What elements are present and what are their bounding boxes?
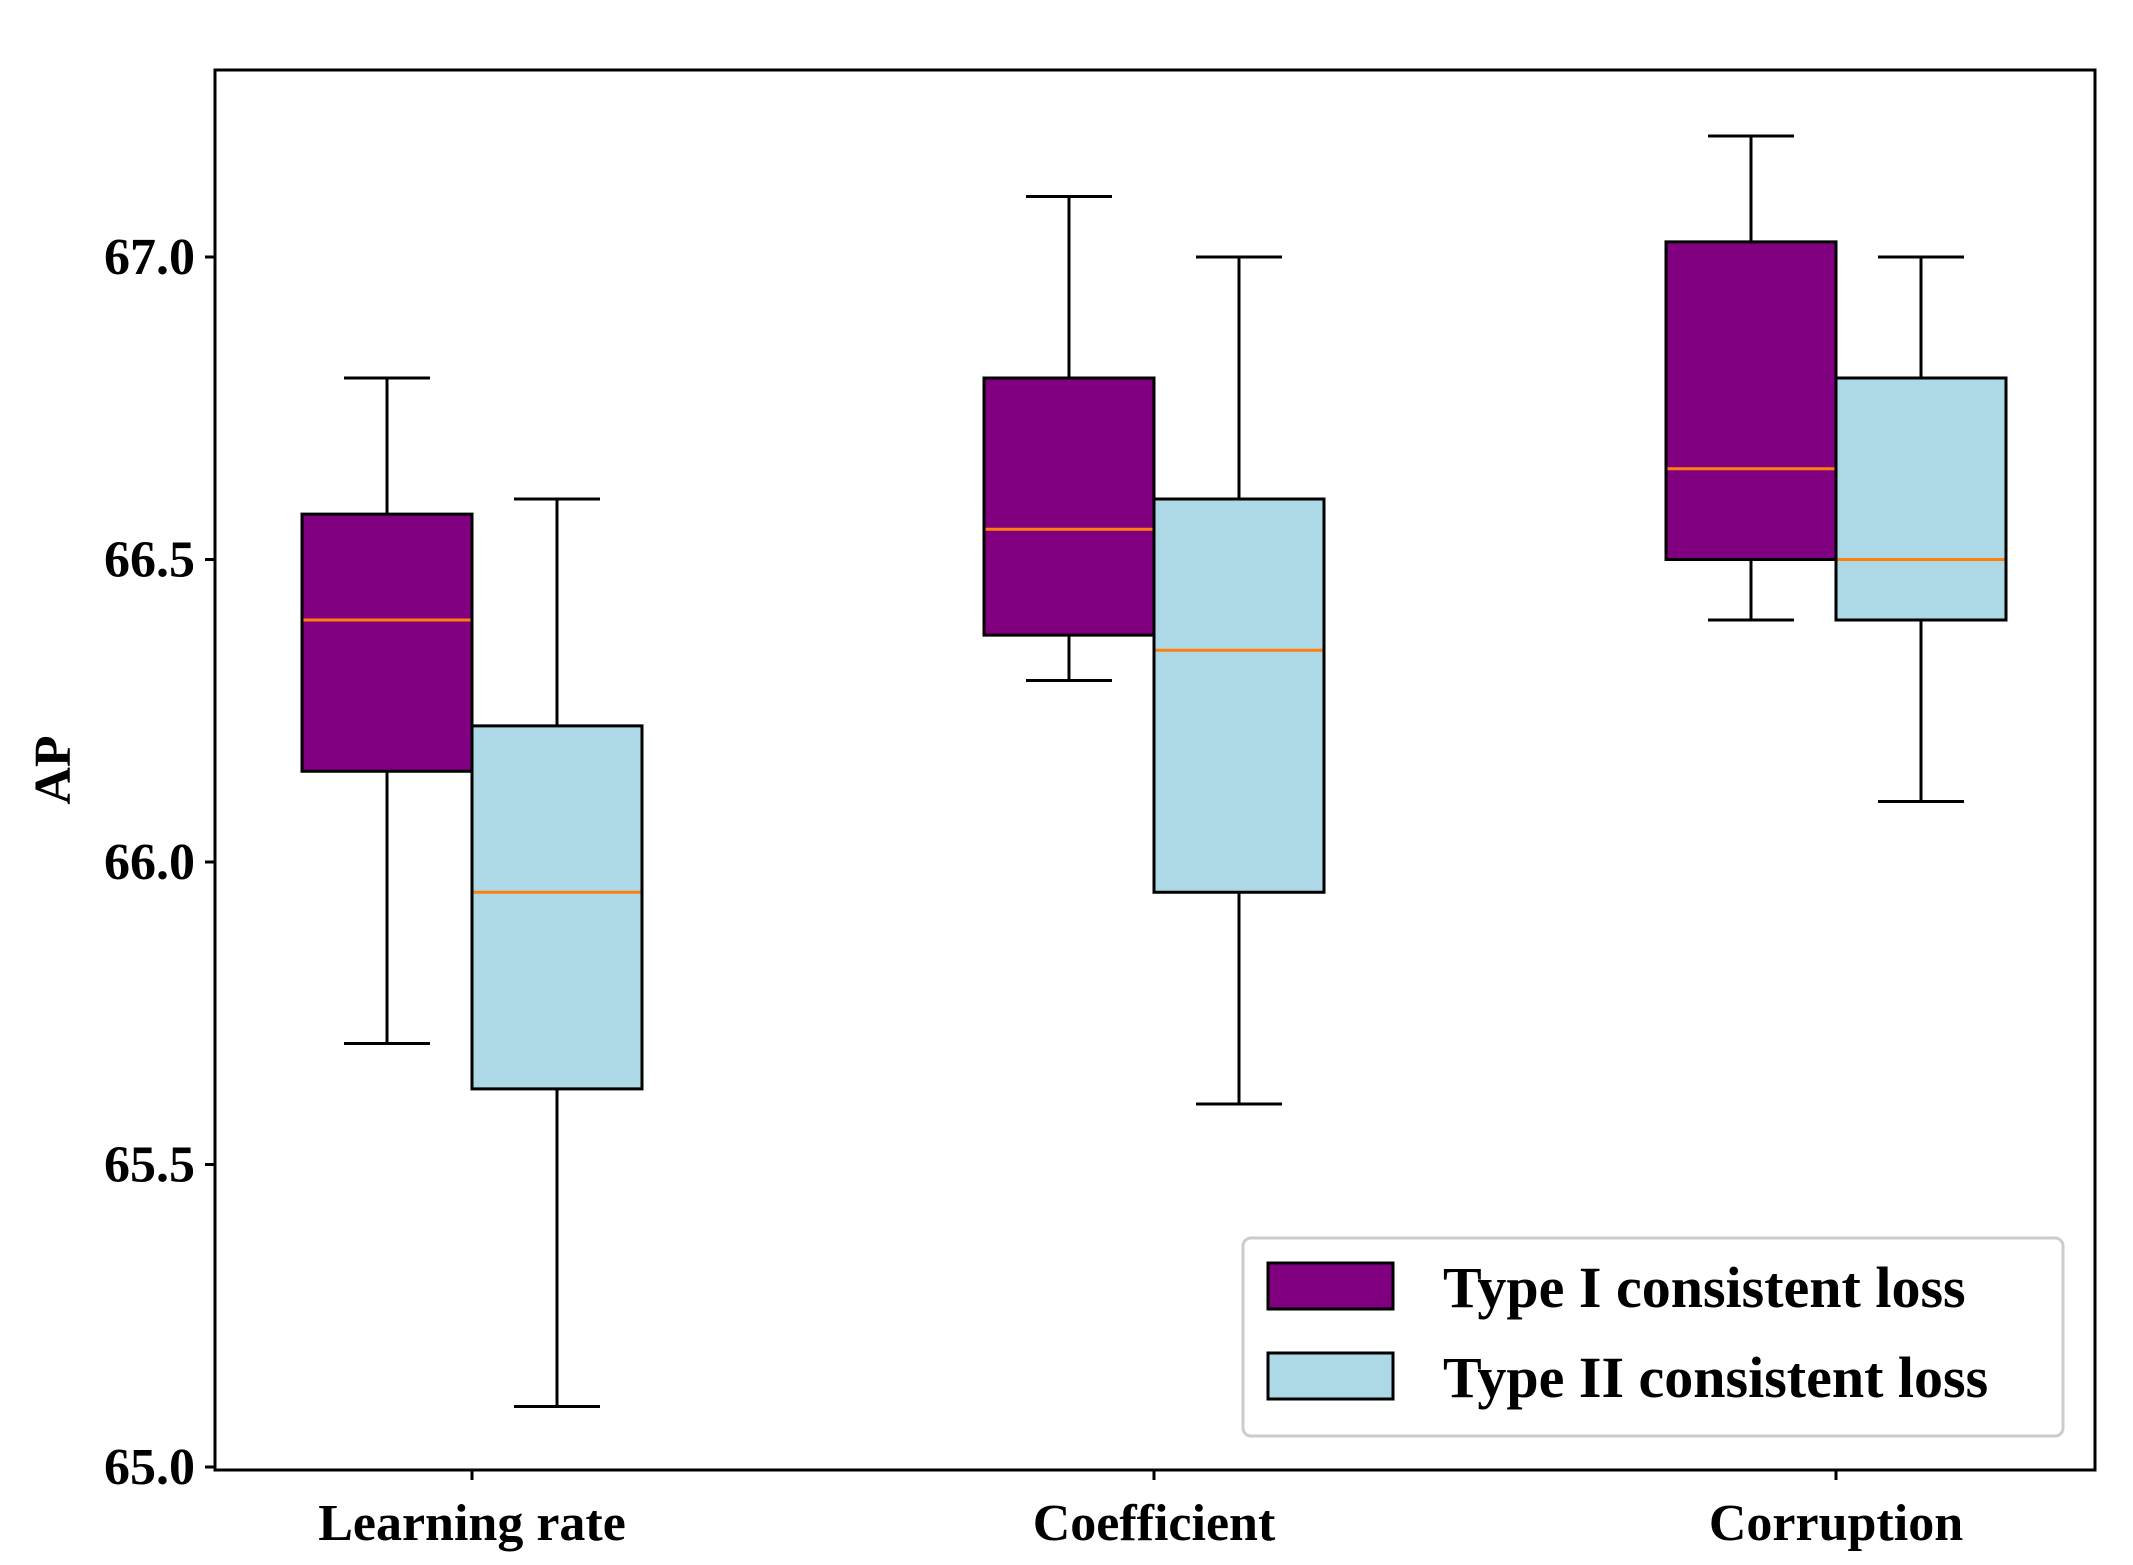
y-tick-label: 65.0 (104, 1439, 195, 1496)
box-iqr (1834, 376, 2008, 622)
y-tick-label: 67.0 (104, 229, 195, 286)
box-series-2-learning-rate (470, 497, 644, 1408)
y-tick-label: 66.0 (104, 834, 195, 891)
box-series-1-learning-rate (300, 376, 474, 1045)
legend-label-type-ii: Type II consistent loss (1443, 1345, 1988, 1410)
legend-swatch-type-ii (1266, 1351, 1395, 1401)
legend-label-type-i: Type I consistent loss (1443, 1255, 1966, 1320)
x-axis: Learning rate Coefficient Corruption (318, 1470, 1963, 1552)
y-axis: 65.0 65.5 66.0 66.5 67.0 (104, 229, 215, 1496)
legend: Type I consistent loss Type II consisten… (1241, 1236, 2065, 1438)
legend-frame (1241, 1236, 2065, 1438)
box-series-1-coefficient (982, 195, 1156, 682)
boxes-layer (300, 134, 2008, 1408)
y-tick-label: 66.5 (104, 532, 195, 589)
box-series-2-coefficient (1152, 255, 1326, 1106)
box-iqr (300, 512, 474, 773)
y-tick-label: 65.5 (104, 1137, 195, 1194)
box-series-2-corruption (1834, 255, 2008, 803)
x-tick-label: Learning rate (318, 1495, 626, 1552)
x-tick-label: Corruption (1709, 1495, 1963, 1552)
y-axis-label: AP (25, 735, 82, 804)
box-iqr (982, 376, 1156, 637)
box-iqr (1664, 240, 1838, 561)
legend-swatch-type-i (1266, 1261, 1395, 1311)
box-iqr (1152, 497, 1326, 894)
box-series-1-corruption (1664, 134, 1838, 622)
box-iqr (470, 724, 644, 1091)
x-tick-label: Coefficient (1033, 1495, 1276, 1552)
